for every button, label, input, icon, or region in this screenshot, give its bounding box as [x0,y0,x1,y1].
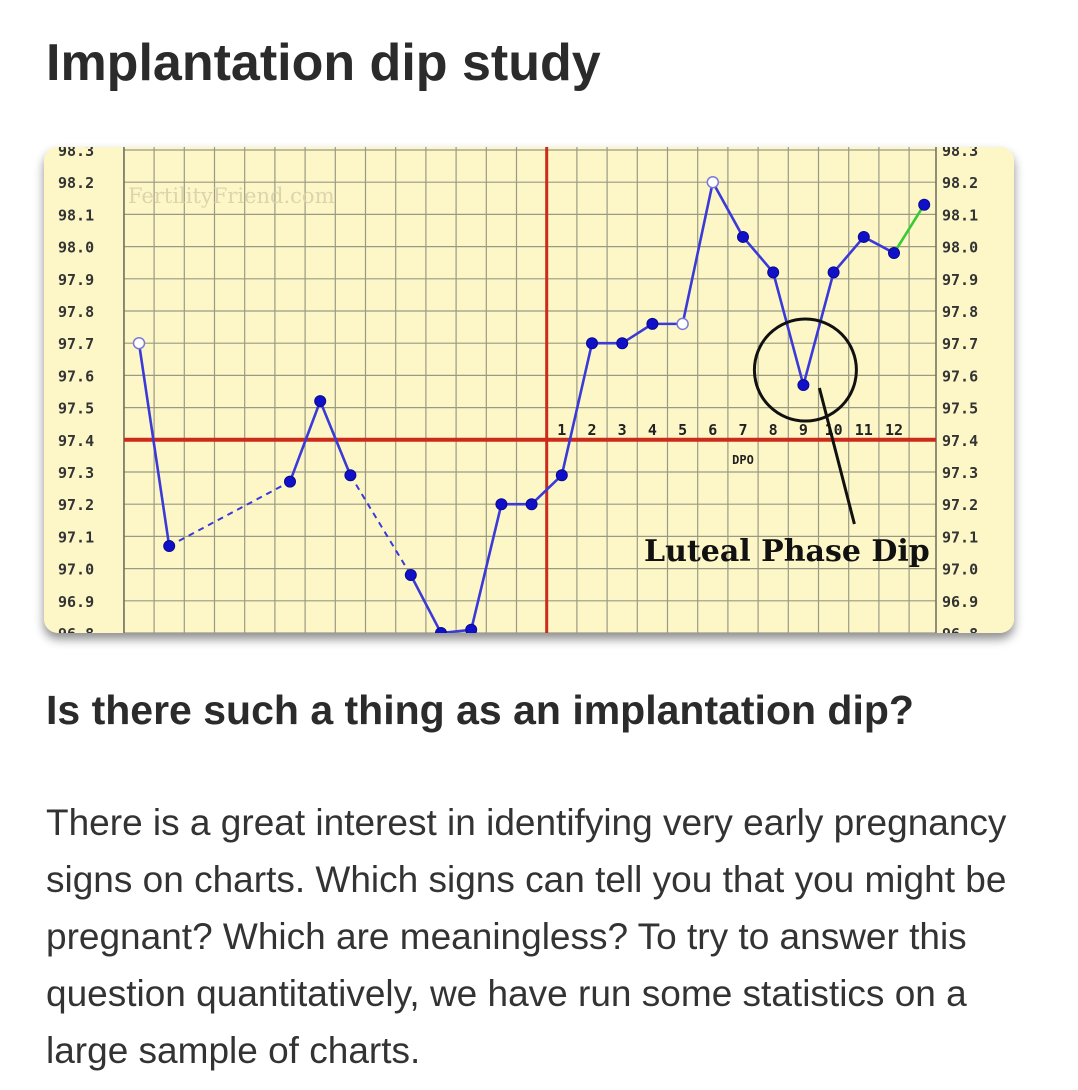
series-segment [802,272,835,386]
y-tick-label-left: 98.3 [58,147,94,160]
dpo-label: 3 [618,421,627,439]
data-point [767,266,780,279]
data-point-open [676,317,689,331]
y-tick-label-left: 98.0 [58,239,94,257]
data-point [797,379,810,392]
dpo-label: 6 [708,421,717,439]
series-segment [349,474,412,576]
y-tick-label-left: 98.2 [58,174,94,192]
y-tick-label-left: 98.1 [58,206,94,224]
y-tick-label-left: 96.8 [58,625,94,633]
y-tick-label-right: 97.4 [942,432,978,450]
series-segment [832,236,865,274]
bbt-chart: 98.3 98.3 98.2 98.2 98.1 98.1 98.0 98.0 97.9 97.9… [44,147,1014,633]
y-tick-label-right: 96.8 [942,625,978,633]
data-point [314,395,327,408]
data-point [586,337,598,350]
data-point [616,337,629,350]
y-tick-label-left: 97.0 [58,561,94,579]
data-point [888,247,900,260]
data-point [555,469,568,482]
y-tick-label-right: 97.5 [942,400,978,418]
series-segment [711,181,745,238]
y-tick-label-left: 97.6 [58,367,94,385]
y-tick-label-left: 97.3 [58,464,94,482]
y-tick-label-left: 96.9 [58,593,94,611]
y-tick-label-left: 97.4 [58,432,94,450]
series-segment [530,474,563,506]
y-tick-label-right: 97.2 [942,496,978,514]
dpo-label: 7 [738,421,747,439]
dpo-label: 4 [648,421,657,439]
data-point [284,475,296,488]
dpo-label: 9 [799,421,808,439]
data-point [525,498,538,511]
y-tick-label-left: 97.5 [58,400,94,418]
data-point [163,540,176,553]
data-point-open [706,175,720,189]
series-segment [409,574,443,633]
y-tick-label-left: 97.7 [58,335,94,353]
data-point [646,317,659,330]
y-tick-label-right: 98.3 [942,147,978,160]
dpo-label: 1 [557,421,566,439]
series-segment [742,236,775,274]
y-tick-label-left: 97.1 [58,528,94,546]
data-point [737,230,749,243]
y-tick-label-right: 97.8 [942,303,978,321]
dpo-label: 2 [587,421,596,439]
series-segment [318,400,352,476]
data-point [404,569,417,582]
annotation-circle [752,317,858,423]
y-tick-label-right: 97.7 [942,335,978,353]
dpo-label: 8 [769,421,778,439]
data-point [465,623,478,633]
data-point [827,266,840,279]
dpo-label: 11 [855,421,873,439]
page-title: Implantation dip study [46,34,601,92]
data-point [435,627,447,633]
y-tick-label-right: 98.2 [942,174,978,192]
series-segment [137,343,171,547]
series-segment [560,342,594,476]
y-tick-label-right: 97.9 [942,271,978,289]
y-tick-label-right: 97.1 [942,528,978,546]
y-tick-label-left: 97.2 [58,496,94,514]
section-heading: Is there such a thing as an implantation… [46,687,914,733]
series-segment [288,400,322,483]
dpo-axis-label: DPO [732,453,754,467]
data-point [857,230,870,243]
body-paragraph: There is a great interest in identifying… [46,802,1007,1071]
y-tick-label-right: 98.0 [942,239,978,257]
annotation-label: Luteal Phase Dip [644,534,930,569]
series-segment [168,480,291,547]
y-tick-label-left: 97.9 [58,271,94,289]
annotation-pointer [817,387,856,525]
data-point [495,498,508,511]
dpo-label: 12 [885,421,903,439]
data-point-open [132,336,146,350]
series-segment [681,181,715,325]
data-point [344,469,357,482]
bbt-chart-image: 98.3 98.3 98.2 98.2 98.1 98.1 98.0 98.0 97.9 97.9… [44,147,1014,633]
y-tick-label-right: 97.6 [942,367,978,385]
y-tick-label-right: 97.3 [942,464,978,482]
series-segment [469,503,503,631]
series-segment [771,272,805,386]
dpo-label: 5 [678,421,687,439]
y-tick-label-right: 96.9 [942,593,978,611]
watermark: FertilityFriend.com [128,184,335,208]
y-tick-label-right: 98.1 [942,206,978,224]
series-segment [892,204,926,254]
y-tick-label-right: 97.0 [942,561,978,579]
data-point [918,198,931,211]
y-tick-label-left: 97.8 [58,303,94,321]
